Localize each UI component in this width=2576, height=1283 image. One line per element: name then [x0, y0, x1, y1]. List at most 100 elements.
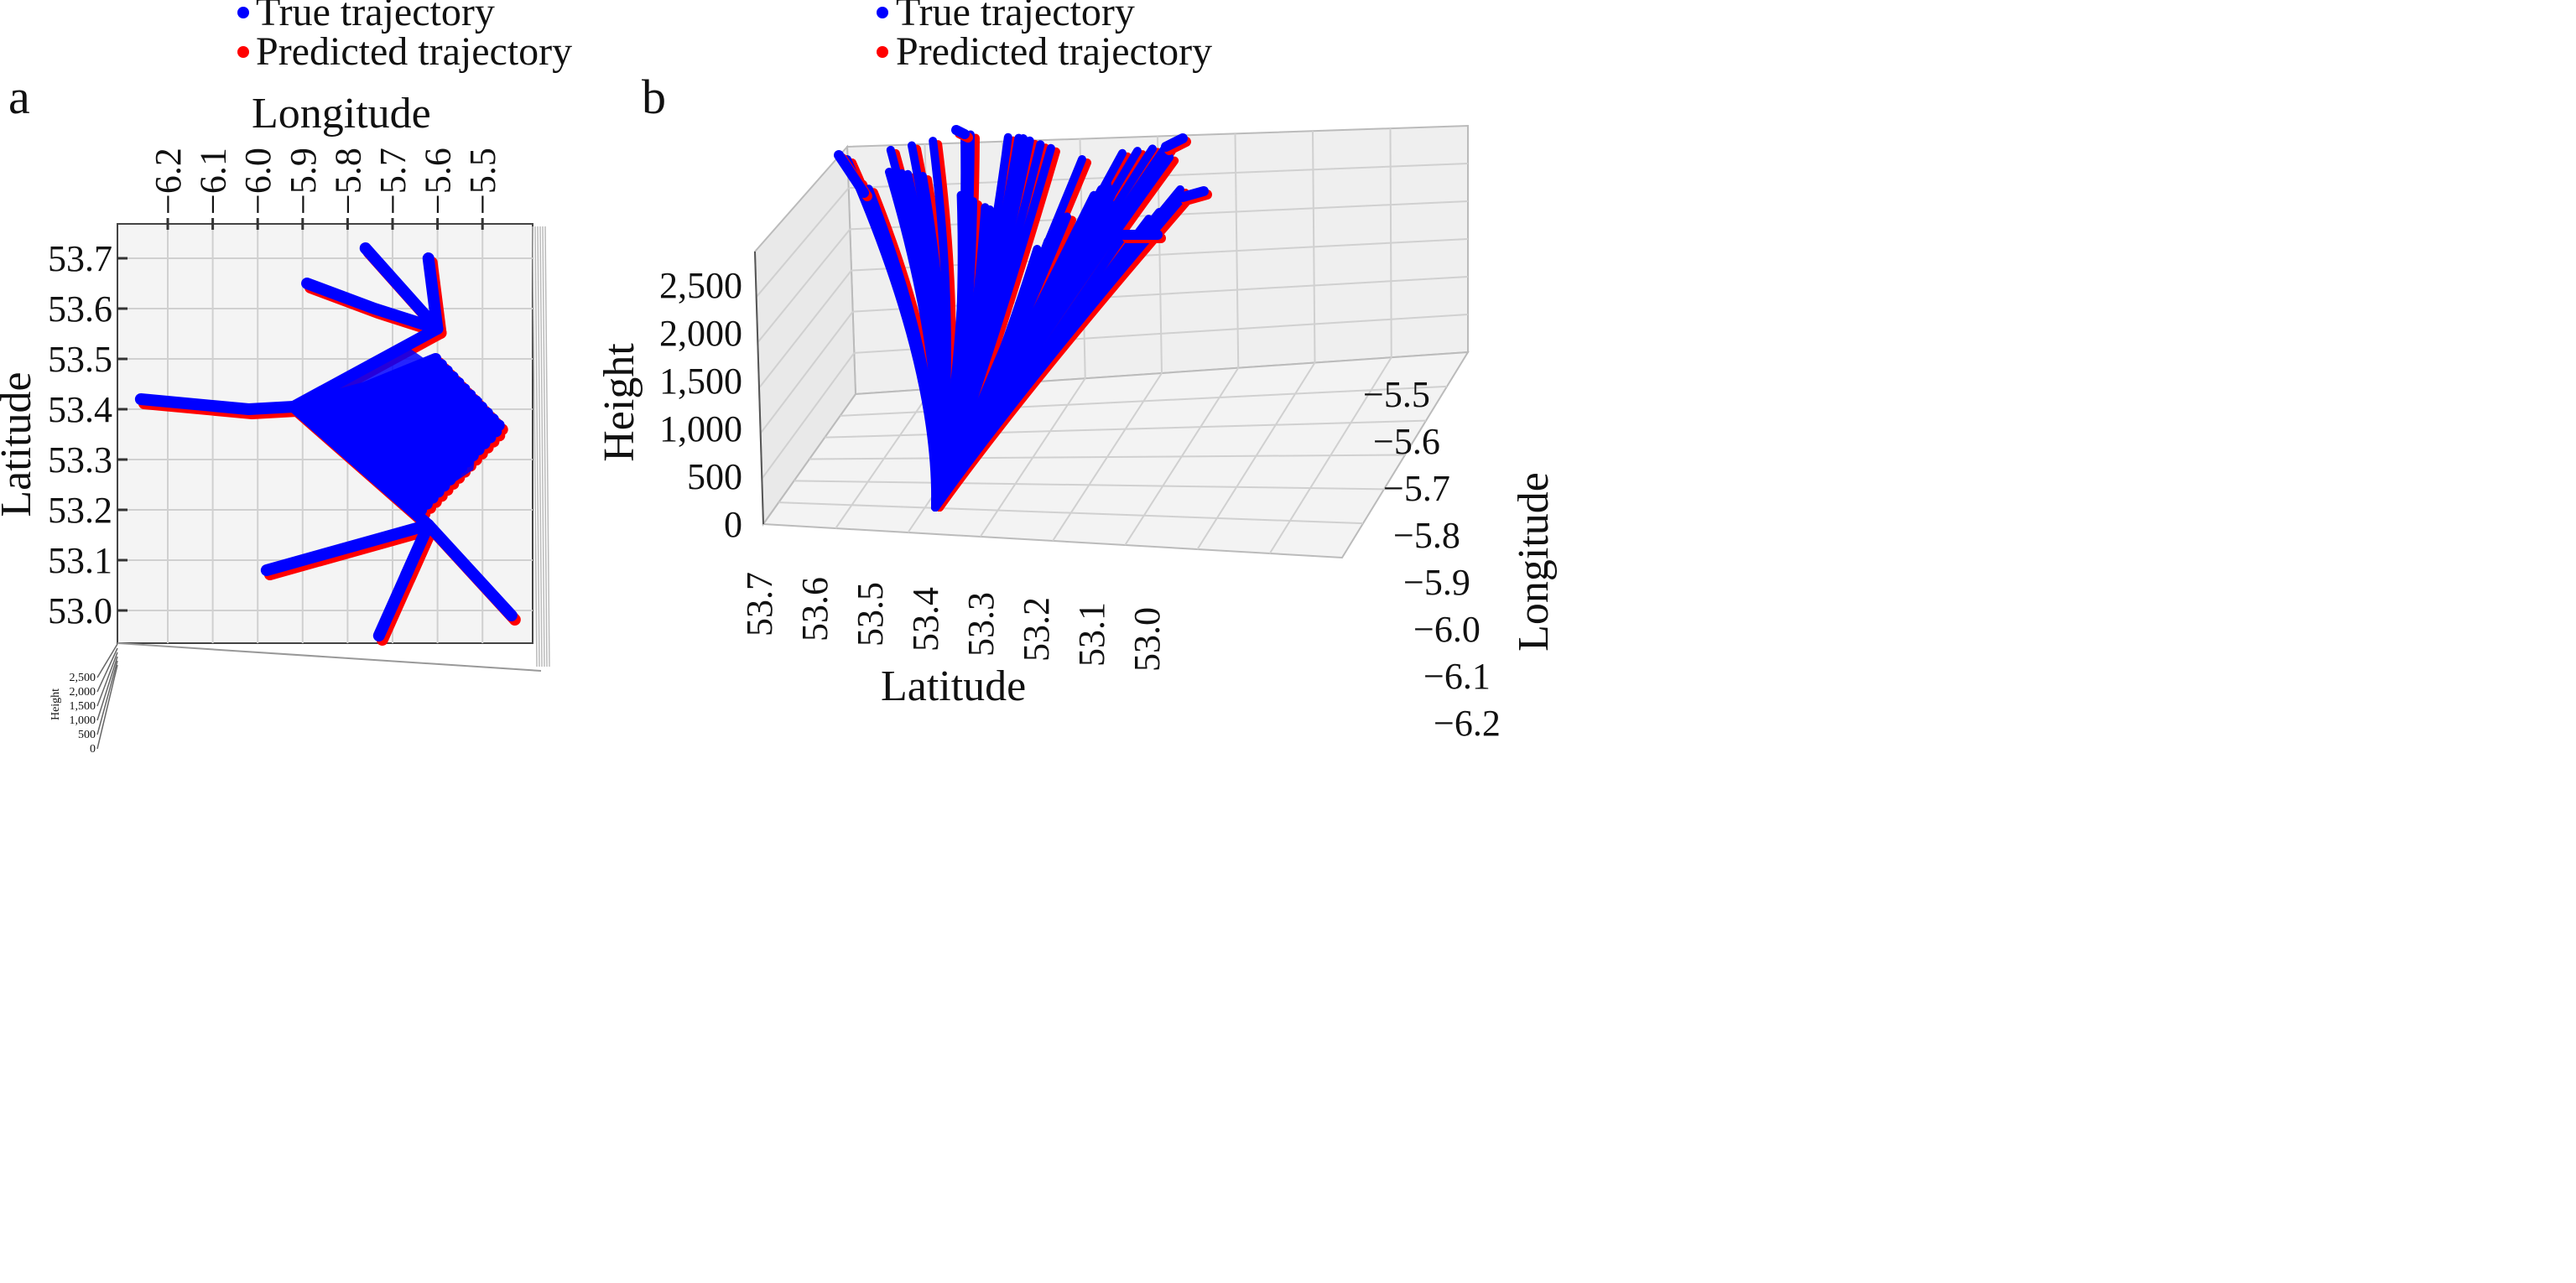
x-tick-label: 53.2: [1016, 597, 1057, 662]
z-tick-mark: [96, 643, 118, 678]
pane-edge: [539, 226, 545, 667]
x-tick-label: −5.5: [462, 148, 503, 215]
z-tick-label: 0: [90, 743, 96, 756]
y-tick-label: −5.5: [1363, 374, 1430, 415]
y-axis-label-a: Latitude: [0, 371, 40, 517]
x-tick-label: 53.5: [850, 582, 891, 647]
x-tick-label: −5.7: [372, 148, 414, 215]
z-tick-label: 2,000: [659, 313, 742, 354]
x-tick-label: 53.4: [905, 587, 946, 652]
legend-label-true: True trajectory: [256, 0, 495, 34]
x-tick-label: 53.0: [1127, 607, 1168, 672]
grid-line: [761, 352, 856, 480]
x-ticks-a: −6.2 −6.1 −6.0 −5.9 −5.8 −5.7 −5.6 −5.5: [148, 148, 503, 230]
true-trajectory: [301, 278, 444, 335]
legend-marker-predicted: [877, 46, 888, 58]
z-tick-mark: [96, 652, 118, 707]
pane-edge: [542, 226, 548, 667]
z-axis-label-a: Height: [49, 688, 62, 720]
true-trajectory: [931, 215, 1153, 512]
z-tick-label: 2,000: [70, 686, 96, 699]
true-trajectory: [951, 125, 970, 139]
grid-line: [851, 238, 1469, 272]
y-tick-label: −6.1: [1423, 656, 1491, 697]
z-tick-label: 0: [724, 504, 742, 545]
grid-line: [755, 187, 850, 298]
legend-b: True trajectory Predicted trajectory: [877, 0, 1212, 74]
z-axis-label-b: Height: [596, 343, 643, 462]
z-tick-label: 2,500: [70, 672, 96, 684]
true-trajectory: [931, 190, 966, 512]
legend-marker-predicted: [237, 46, 249, 58]
true-trajectory: [422, 519, 518, 621]
z-tick-label: 1,000: [659, 408, 742, 449]
x-tick-label: −5.8: [327, 148, 368, 215]
y-axis-label-b: Longitude: [1510, 472, 1558, 652]
z-tick-label: 1,500: [659, 361, 742, 402]
y-tick-label: 53.0: [48, 590, 112, 631]
z-tick-label: 1,000: [70, 714, 96, 727]
grid-line: [778, 501, 1364, 525]
x-tick-label: −5.6: [418, 148, 459, 215]
legend-a: True trajectory Predicted trajectory: [237, 0, 572, 74]
z-tick-mark: [96, 660, 118, 735]
ticks-b: 2,500 2,000 1,500 1,000 500 0 53.7 53.6 53.5 53.4…: [659, 265, 1501, 744]
true-trajectory: [931, 143, 1055, 512]
y-ticks-a: 53.7 53.6 53.5 53.4 53.3 53.2 53.1 53.0: [48, 238, 127, 631]
true-trajectory: [399, 519, 435, 581]
pane-edge: [537, 226, 543, 667]
true-trajectory: [1178, 186, 1209, 202]
z-tick-label: 500: [78, 729, 96, 741]
legend-label-predicted: Predicted trajectory: [256, 29, 572, 74]
z-tick-label: 1,500: [70, 700, 96, 713]
pane-edge: [534, 226, 540, 667]
legend-marker-true: [877, 7, 888, 18]
true-trajectory: [931, 245, 1042, 512]
z-tick-mark: [96, 647, 118, 693]
pane-edge: [532, 226, 538, 667]
y-tick-label: −5.9: [1403, 562, 1470, 603]
y-tick-label: −6.0: [1413, 609, 1481, 650]
true-trajectory: [1161, 133, 1188, 152]
panel-a-label: a: [8, 70, 30, 124]
grid-line: [825, 419, 1427, 439]
z-axis-line: [754, 251, 764, 525]
true-trajectory: [853, 176, 940, 512]
panel-a: a True trajectory Predicted trajectory L…: [0, 0, 572, 756]
x-axis-label-b: Latitude: [881, 662, 1026, 710]
true-trajectory: [288, 401, 428, 516]
trajectory-fan-fill: [294, 349, 482, 500]
y-tick-label: −5.8: [1393, 515, 1460, 556]
true-trajectory: [260, 519, 435, 576]
y-tick-label: 53.3: [48, 439, 112, 480]
panel-b: b True trajectory Predicted trajectory 2…: [596, 0, 1558, 744]
z-tick-mark: [96, 656, 118, 721]
legend-label-predicted: Predicted trajectory: [896, 29, 1212, 74]
plot-area-a: −6.2 −6.1 −6.0 −5.9 −5.8 −5.7 −5.6 −5.5 53.7 53.…: [48, 148, 550, 756]
legend-label-true: True trajectory: [896, 0, 1135, 34]
x-tick-label: 53.7: [739, 572, 780, 636]
y-tick-label: 53.7: [48, 238, 112, 279]
trajectories-b: [834, 125, 1212, 512]
true-trajectory: [134, 393, 299, 415]
y-tick-label: −5.6: [1373, 421, 1440, 462]
grid-line: [809, 454, 1406, 460]
grid-line: [759, 311, 854, 434]
trajectories-a: [134, 242, 521, 646]
x-tick-label: 53.6: [794, 577, 835, 642]
z-tick-mark: [96, 664, 118, 750]
x-tick-label: −6.0: [237, 148, 278, 215]
y-tick-label: 53.6: [48, 288, 112, 330]
z-tick-label: 500: [687, 456, 742, 497]
pane-edge: [117, 642, 542, 672]
grid-line: [794, 480, 1385, 491]
pane-edge: [544, 226, 550, 667]
x-axis-label-a: Longitude: [252, 90, 431, 138]
y-tick-label: 53.4: [48, 389, 112, 430]
y-tick-label: 53.2: [48, 490, 112, 531]
grid-line: [757, 228, 851, 343]
y-tick-label: 53.1: [48, 540, 112, 581]
panel-b-label: b: [642, 70, 666, 124]
